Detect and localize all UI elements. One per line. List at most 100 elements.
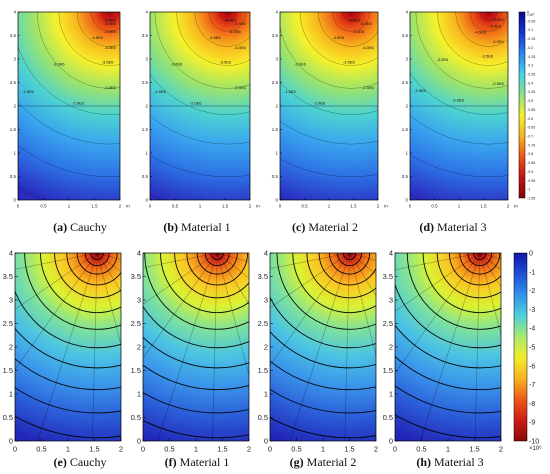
y-tick-label-b: 3 bbox=[145, 57, 148, 62]
colorbar-tick-d: -0.65 bbox=[527, 126, 535, 130]
y-tick-label-c: 0.5 bbox=[272, 174, 279, 179]
plot-area-c: -1.5E6 -2.0E6 -2.5E6 -3.0E6 -3.5E6 -4.0E6 -4.5… bbox=[280, 12, 378, 200]
caption-a-panel: (a) bbox=[53, 220, 68, 234]
contour-spoke-h bbox=[479, 253, 501, 288]
contour-spoke-h bbox=[474, 253, 481, 441]
x-tick-label-h: 0 bbox=[393, 445, 397, 454]
x-tick-label-a: 2 bbox=[119, 204, 122, 209]
contour-label-d: -3.0E6 bbox=[436, 57, 449, 62]
contour-line-a bbox=[91, 12, 120, 32]
contour-spoke-f bbox=[212, 253, 218, 441]
contour-line-a bbox=[76, 12, 120, 47]
colorbar-tick-d: -0.6 bbox=[527, 117, 533, 121]
contour-line-c bbox=[280, 26, 378, 89]
x-tick-label-f: 0.5 bbox=[164, 445, 174, 454]
colorbar-tick-d: -0.45 bbox=[527, 90, 535, 94]
colorbar-tick-h: -5 bbox=[529, 345, 535, 352]
contour-label-c: -5.0E6 bbox=[352, 29, 365, 34]
contour-label-d: -5.5E6 bbox=[492, 17, 505, 22]
y-tick-label-g: 3 bbox=[264, 296, 268, 305]
colorbar-tick-d: -0.9 bbox=[527, 170, 533, 174]
y-tick-label-d: 2.5 bbox=[402, 80, 409, 85]
contour-line-d bbox=[410, 154, 508, 177]
y-tick-label-c: 3 bbox=[275, 57, 278, 62]
caption-b-text: Material 1 bbox=[181, 220, 231, 234]
x-tick-label-g: 2 bbox=[374, 445, 378, 454]
y-tick-label-a: 0 bbox=[13, 198, 16, 203]
y-tick-label-g: 1.5 bbox=[258, 366, 268, 375]
contour-line-e bbox=[66, 253, 121, 286]
colorbar-tick-d: -0.35 bbox=[527, 73, 535, 77]
x-tick-label-d: 1.5 bbox=[480, 204, 487, 209]
x-tick-label-b: 0.5 bbox=[172, 204, 179, 209]
y-tick-label-h: 0 bbox=[389, 437, 393, 446]
contour-line-f bbox=[143, 336, 249, 369]
y-tick-label-e: 0.5 bbox=[3, 413, 13, 422]
colorbar-tick-d: -0.95 bbox=[527, 179, 535, 183]
colorbar-tick-h: -6 bbox=[529, 363, 535, 370]
contour-spoke-e bbox=[15, 253, 98, 310]
y-tick-label-g: 1 bbox=[264, 390, 268, 399]
contour-line-e bbox=[54, 253, 121, 299]
contour-line-c bbox=[280, 81, 378, 115]
y-tick-label-g: 2.5 bbox=[258, 319, 268, 328]
y-tick-label-h: 3.5 bbox=[383, 272, 393, 281]
y-tick-label-g: 0 bbox=[264, 437, 268, 446]
x-tick-label-f: 2 bbox=[247, 445, 251, 454]
x-tick-label-e: 0.5 bbox=[36, 445, 46, 454]
contour-line-f bbox=[174, 253, 249, 299]
contour-spoke-h bbox=[419, 253, 481, 441]
colorbar-tick-d: -0.5 bbox=[527, 99, 533, 103]
y-tick-label-c: 2.5 bbox=[272, 80, 279, 85]
contour-line-d bbox=[455, 12, 508, 47]
x-tick-label-a: 1.5 bbox=[91, 204, 98, 209]
contour-spoke-h bbox=[395, 253, 480, 312]
colorbar-tick-d: -1 bbox=[527, 188, 530, 192]
contour-label-d: -3.5E6 bbox=[481, 54, 494, 59]
contour-line-f bbox=[143, 392, 249, 414]
y-tick-label-c: 4 bbox=[275, 10, 278, 15]
panel-h: 0 0.5 1 1.5 2 0 0.5 1 1.5 2 2.5 3 3.5 4 0 -1 -2 -3 -4 -5 -6 -… bbox=[383, 249, 543, 454]
contour-spoke-f bbox=[216, 253, 249, 305]
y-tick-label-a: 1 bbox=[13, 151, 16, 156]
x-tick-label-d: 0.5 bbox=[431, 204, 438, 209]
y-tick-label-f: 0 bbox=[137, 437, 141, 446]
contour-label-b: -6.0E6 bbox=[225, 17, 238, 22]
contour-line-d bbox=[410, 72, 508, 115]
contour-spoke-e bbox=[96, 253, 121, 346]
contour-label-d: -1.5E6 bbox=[414, 88, 427, 93]
y-tick-label-e: 1 bbox=[9, 390, 13, 399]
y-tick-label-f: 3 bbox=[137, 296, 141, 305]
colorbar-tick-h: -1 bbox=[529, 269, 535, 276]
contour-line-b bbox=[194, 12, 250, 47]
contour-line-h bbox=[395, 355, 501, 391]
contour-spoke-e bbox=[15, 253, 98, 270]
caption-d-text: Material 3 bbox=[437, 220, 487, 234]
y-tick-label-h: 1 bbox=[389, 390, 393, 399]
panel-f: 0 0.5 1 1.5 2 0 0.5 1 1.5 2 2.5 3 3.5 4 bbox=[131, 249, 252, 454]
contour-line-c bbox=[342, 12, 360, 21]
contour-line-f bbox=[186, 253, 248, 286]
panel-g: 0 0.5 1 1.5 2 0 0.5 1 1.5 2 2.5 3 3.5 4 bbox=[258, 249, 379, 454]
contour-line-h bbox=[395, 414, 501, 439]
colorbar-tick-d: -0.05 bbox=[527, 19, 535, 23]
colorbar-tick-d: -0.2 bbox=[527, 46, 533, 50]
plot-area-a: -1.5E6 -2.0E6 -2.5E6 -3.0E6 -3.5E6 -4.0E6-4.5… bbox=[18, 12, 120, 200]
contour-line-a bbox=[37, 12, 120, 89]
y-tick-label-d: 2 bbox=[405, 104, 408, 109]
x-tick-label-f: 1 bbox=[194, 445, 198, 454]
contour-label-b: -3.0E6 bbox=[170, 61, 183, 66]
y-tick-label-f: 4 bbox=[137, 249, 141, 258]
colorbar-exponent-d: ×10⁶ bbox=[527, 13, 535, 17]
contour-label-d: -2.0E6 bbox=[452, 97, 465, 102]
y-tick-label-d: 3 bbox=[405, 57, 408, 62]
contour-line-g bbox=[270, 296, 376, 349]
x-tick-label-c: 1 bbox=[328, 204, 331, 209]
contour-label-a: -4.5E6 bbox=[91, 35, 104, 40]
colorbar-tick-h: -2 bbox=[529, 288, 535, 295]
contour-line-f bbox=[196, 253, 238, 275]
x-axis-label-b: m bbox=[256, 204, 260, 209]
x-tick-label-b: 0 bbox=[149, 204, 152, 209]
contour-line-g bbox=[270, 330, 376, 369]
caption-h-text: Material 3 bbox=[434, 455, 484, 469]
